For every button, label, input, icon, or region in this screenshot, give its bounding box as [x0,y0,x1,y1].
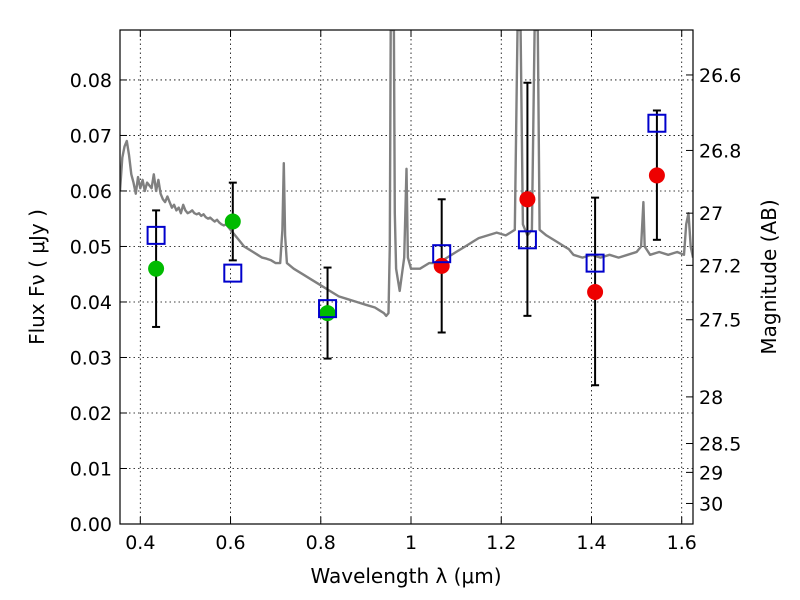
model-square [223,263,243,283]
x-tick-label: 0.4 [125,532,155,554]
data-point [587,283,604,300]
x-tick-label: 0.8 [306,532,336,554]
y-tick-label: 0.05 [70,236,112,258]
data-point [648,167,665,184]
y-axis-label: Flux Fν ( μJy ) [25,209,49,345]
data-point [319,305,336,322]
model-square [517,230,537,250]
y-tick-labels: 0.00 0.01 0.02 0.03 0.04 0.05 0.06 0.07 0.08 [70,70,112,536]
magnitude-tick-label: 27.5 [699,310,741,332]
data-point [433,257,450,274]
magnitude-tick-label: 28.5 [699,434,741,456]
magnitude-tick-label: 30 [699,493,723,515]
y-tick-label: 0.08 [70,70,112,92]
magnitude-tick-label: 26.8 [699,140,741,162]
data-point [519,191,536,208]
model-square [318,299,338,319]
spectrum-line [120,30,693,318]
y2-axis-label: Magnitude (AB) [757,199,781,354]
squares-layer [146,113,667,319]
magnitude-tick-label: 28 [699,387,723,409]
y-tick-label: 0.06 [70,181,112,203]
x-tick-label: 0.6 [215,532,245,554]
magnitude-tick-labels: 26.6 26.8 27 27.2 27.5 28 28.5 29 30 [699,65,741,516]
data-point [148,260,165,277]
magnitude-tick-label: 26.6 [699,65,741,87]
y-tick-label: 0.04 [70,292,112,314]
magnitude-tick-label: 27 [699,203,723,225]
y-tick-label: 0.07 [70,125,112,147]
magnitude-tick-label: 29 [699,462,723,484]
y-tick-label: 0.03 [70,347,112,369]
plot-area [120,30,693,524]
y-tick-label: 0.02 [70,403,112,425]
spectrum-layer [120,30,693,318]
y-tick-label: 0.00 [70,514,112,536]
x-tick-label: 1 [405,532,417,554]
x-tick-label: 1.4 [576,532,606,554]
points-layer [148,167,665,322]
y-tick-label: 0.01 [70,458,112,480]
grid [120,30,693,525]
model-square [146,225,166,245]
model-square [585,253,605,273]
data-point [224,213,241,230]
model-square [432,244,452,264]
ticks [120,30,693,525]
x-tick-label: 1.6 [667,532,697,554]
x-axis-label: Wavelength λ (μm) [310,564,501,588]
x-tick-label: 1.2 [486,532,516,554]
plot-frame [119,29,694,525]
model-square [647,113,667,133]
x-tick-labels: 0.4 0.6 0.8 1 1.2 1.4 1.6 [125,532,697,554]
magnitude-tick-label: 27.2 [699,255,741,277]
